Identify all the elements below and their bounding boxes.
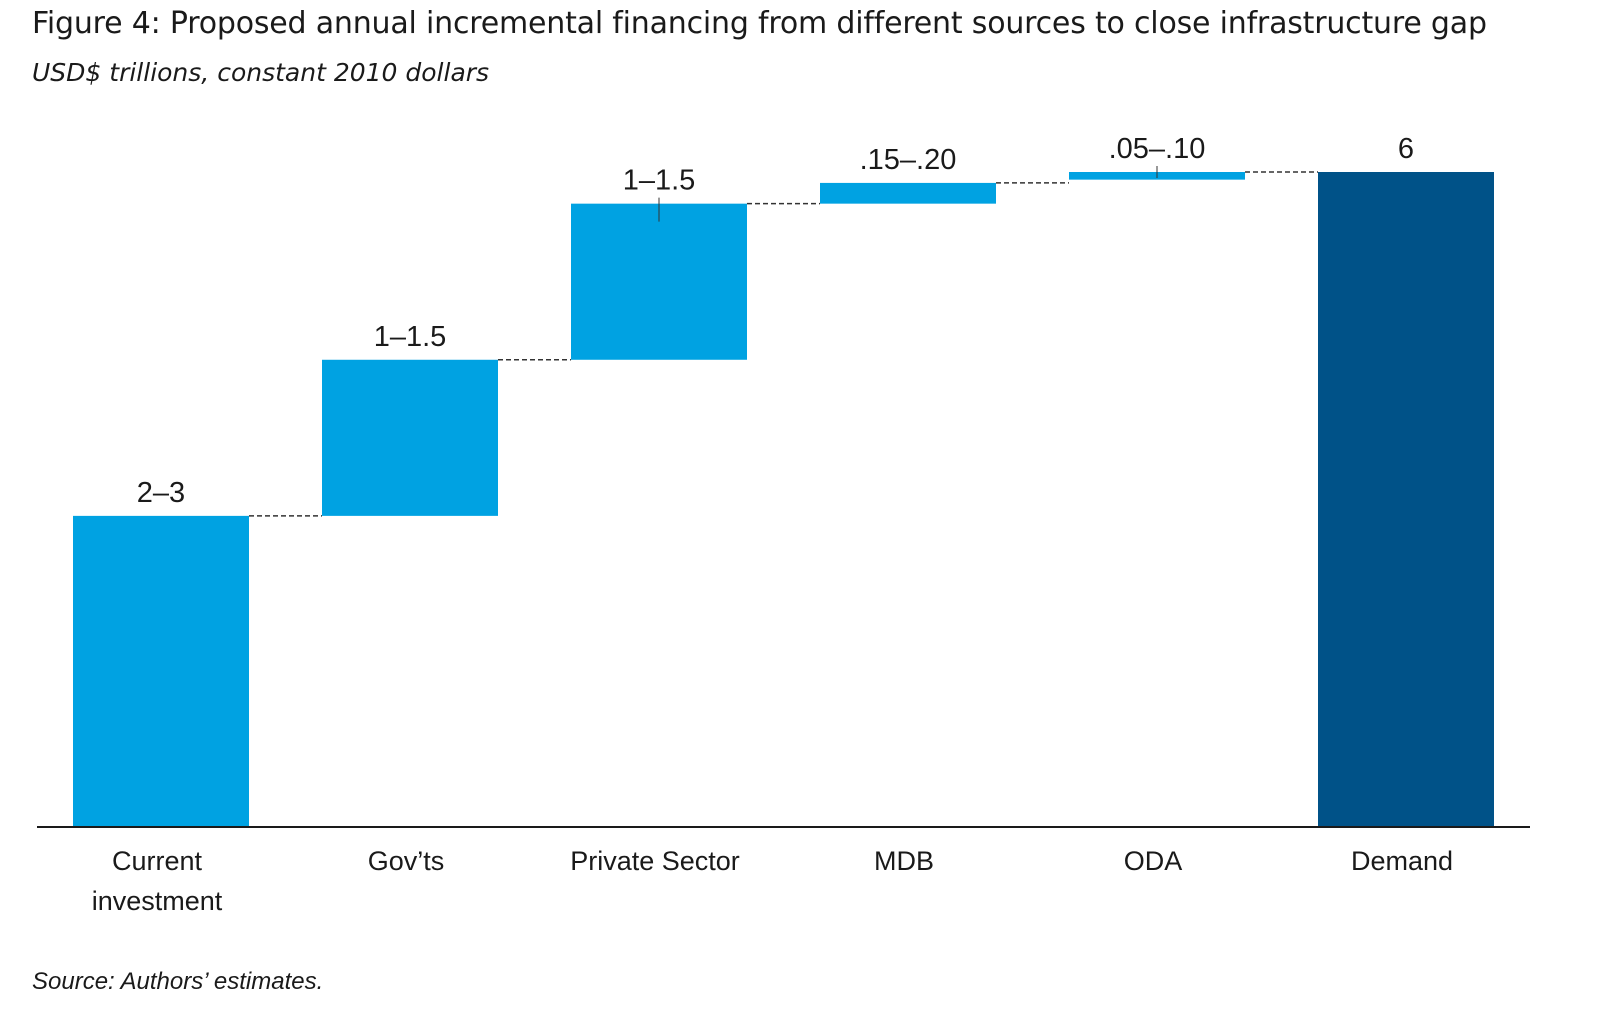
chart-title: Figure 4: Proposed annual incremental fi… xyxy=(32,6,1487,41)
bars-layer xyxy=(73,166,1494,827)
value-label: 1–1.5 xyxy=(623,165,696,197)
bar-3 xyxy=(571,203,747,360)
bar-4 xyxy=(820,182,996,204)
category-label: Gov’ts xyxy=(368,846,445,876)
value-label: 1–1.5 xyxy=(374,321,447,353)
category-labels-layer: Current investment Gov’ts Private Sector MDB… xyxy=(92,846,1453,916)
value-label: 6 xyxy=(1398,133,1414,165)
connectors-layer xyxy=(249,171,1318,517)
category-label: ODA xyxy=(1124,846,1183,876)
category-label: Demand xyxy=(1351,846,1453,876)
value-label: 2–3 xyxy=(137,477,185,509)
value-label: .05–.10 xyxy=(1109,133,1206,165)
bar-6 xyxy=(1318,172,1494,827)
waterfall-chart: 2–3 1–1.5 1–1.5 .15–.20 .05–.10 6 Current inve… xyxy=(37,133,1530,916)
source-note: Source: Authors’ estimates. xyxy=(32,968,324,995)
bar-2 xyxy=(322,359,498,516)
value-labels-layer: 2–3 1–1.5 1–1.5 .15–.20 .05–.10 6 xyxy=(137,133,1414,509)
chart-subtitle: USD$ trillions, constant 2010 dollars xyxy=(32,58,490,87)
value-label: .15–.20 xyxy=(860,144,957,176)
category-label: Current investment xyxy=(92,846,223,916)
bar-1 xyxy=(73,515,249,827)
category-label: Private Sector xyxy=(570,846,740,876)
category-label: MDB xyxy=(874,846,934,876)
